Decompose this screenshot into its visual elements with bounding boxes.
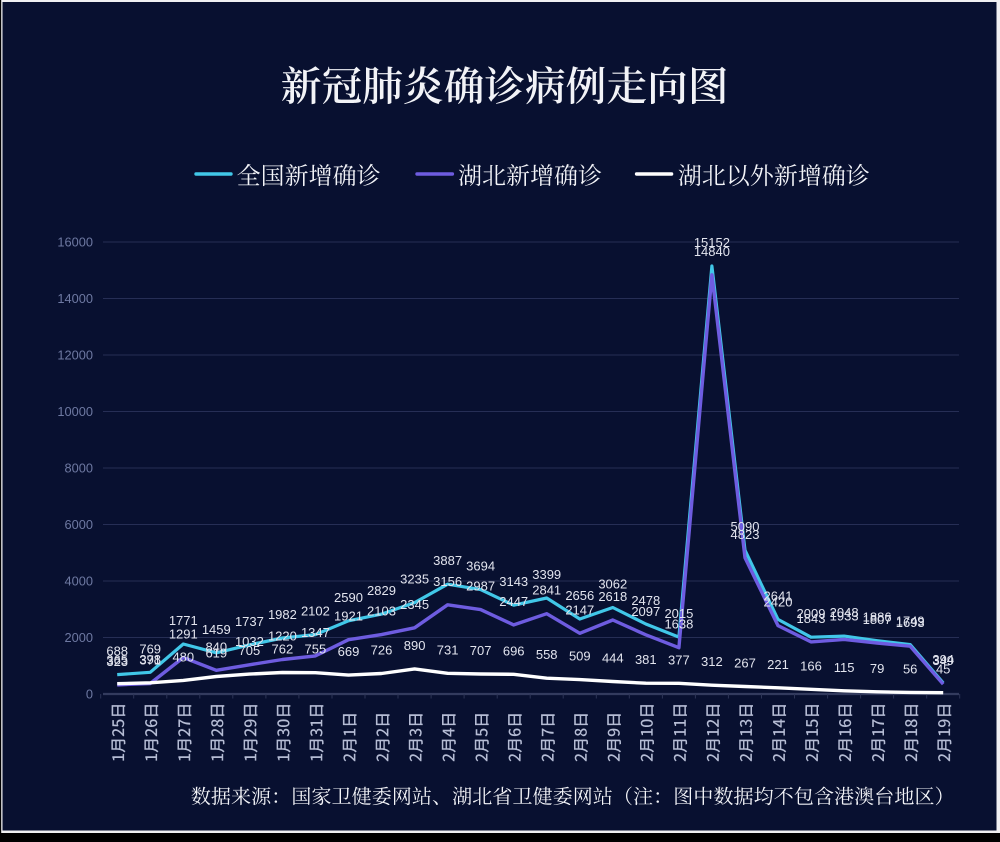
svg-text:726: 726: [371, 643, 393, 658]
svg-text:688: 688: [106, 644, 128, 659]
svg-text:267: 267: [734, 656, 756, 671]
svg-text:312: 312: [701, 654, 723, 669]
svg-text:1220: 1220: [268, 629, 297, 644]
svg-text:12000: 12000: [57, 348, 93, 363]
svg-text:14840: 14840: [694, 244, 730, 259]
svg-text:509: 509: [569, 649, 591, 664]
svg-text:2829: 2829: [367, 583, 396, 598]
svg-text:2048: 2048: [830, 605, 859, 620]
svg-text:2420: 2420: [764, 595, 793, 610]
svg-text:1886: 1886: [863, 610, 892, 625]
svg-text:2641: 2641: [764, 588, 793, 603]
svg-text:2618: 2618: [598, 589, 627, 604]
svg-text:769: 769: [139, 641, 161, 656]
svg-text:377: 377: [668, 652, 690, 667]
svg-text:1347: 1347: [301, 625, 330, 640]
svg-text:2345: 2345: [400, 597, 429, 612]
svg-text:1459: 1459: [202, 622, 231, 637]
svg-text:2000: 2000: [65, 630, 93, 645]
svg-text:2147: 2147: [565, 602, 594, 617]
svg-text:1807: 1807: [863, 612, 892, 627]
svg-text:890: 890: [404, 638, 426, 653]
svg-text:2590: 2590: [334, 590, 363, 605]
svg-text:1638: 1638: [664, 617, 693, 632]
svg-text:2987: 2987: [466, 579, 495, 594]
svg-text:5090: 5090: [731, 519, 760, 534]
svg-text:1693: 1693: [896, 615, 925, 630]
svg-text:2478: 2478: [631, 593, 660, 608]
svg-text:56: 56: [903, 661, 917, 676]
svg-text:444: 444: [602, 651, 624, 666]
svg-text:1291: 1291: [169, 627, 198, 642]
svg-text:371: 371: [139, 653, 161, 668]
svg-text:755: 755: [305, 642, 327, 657]
svg-text:1737: 1737: [235, 614, 264, 629]
svg-text:707: 707: [470, 643, 492, 658]
svg-text:1982: 1982: [268, 607, 297, 622]
svg-text:3399: 3399: [532, 567, 561, 582]
svg-text:3062: 3062: [598, 577, 627, 592]
svg-text:558: 558: [536, 647, 558, 662]
svg-text:115: 115: [834, 660, 855, 675]
svg-text:3235: 3235: [400, 572, 429, 587]
svg-text:14000: 14000: [57, 291, 93, 306]
svg-text:762: 762: [272, 642, 294, 657]
svg-text:394: 394: [932, 652, 954, 667]
svg-text:1771: 1771: [169, 613, 198, 628]
svg-text:79: 79: [870, 661, 884, 676]
svg-text:1933: 1933: [830, 608, 859, 623]
svg-text:731: 731: [437, 642, 459, 657]
svg-text:840: 840: [205, 639, 227, 654]
svg-text:10000: 10000: [57, 404, 93, 419]
svg-text:1749: 1749: [896, 614, 925, 629]
svg-text:705: 705: [239, 643, 261, 658]
svg-text:3156: 3156: [433, 574, 462, 589]
svg-text:4000: 4000: [65, 574, 93, 589]
svg-text:2015: 2015: [664, 606, 693, 621]
svg-text:15152: 15152: [694, 235, 730, 250]
svg-text:1032: 1032: [235, 634, 264, 649]
svg-text:3694: 3694: [466, 559, 495, 574]
svg-text:3887: 3887: [433, 553, 462, 568]
svg-text:365: 365: [106, 653, 128, 668]
svg-text:2097: 2097: [631, 604, 660, 619]
svg-text:221: 221: [767, 657, 789, 672]
svg-text:3143: 3143: [499, 574, 528, 589]
svg-text:323: 323: [106, 654, 128, 669]
svg-text:2103: 2103: [367, 604, 396, 619]
svg-text:398: 398: [139, 652, 161, 667]
svg-text:619: 619: [205, 646, 227, 661]
svg-text:2656: 2656: [565, 588, 594, 603]
svg-text:1921: 1921: [334, 609, 363, 624]
svg-text:6000: 6000: [65, 517, 93, 532]
svg-text:16000: 16000: [57, 235, 93, 250]
svg-text:349: 349: [932, 653, 954, 668]
svg-text:166: 166: [800, 658, 822, 673]
svg-text:2447: 2447: [499, 594, 528, 609]
svg-text:2841: 2841: [532, 583, 561, 598]
svg-text:45: 45: [936, 662, 950, 677]
svg-text:2102: 2102: [301, 604, 330, 619]
svg-text:0: 0: [86, 687, 93, 702]
svg-text:669: 669: [338, 644, 360, 659]
svg-text:480: 480: [172, 649, 194, 664]
svg-text:696: 696: [503, 643, 525, 658]
svg-text:1843: 1843: [797, 611, 826, 626]
svg-text:2009: 2009: [797, 606, 826, 621]
svg-text:381: 381: [635, 652, 657, 667]
svg-text:4823: 4823: [731, 527, 760, 542]
svg-text:8000: 8000: [65, 461, 93, 476]
